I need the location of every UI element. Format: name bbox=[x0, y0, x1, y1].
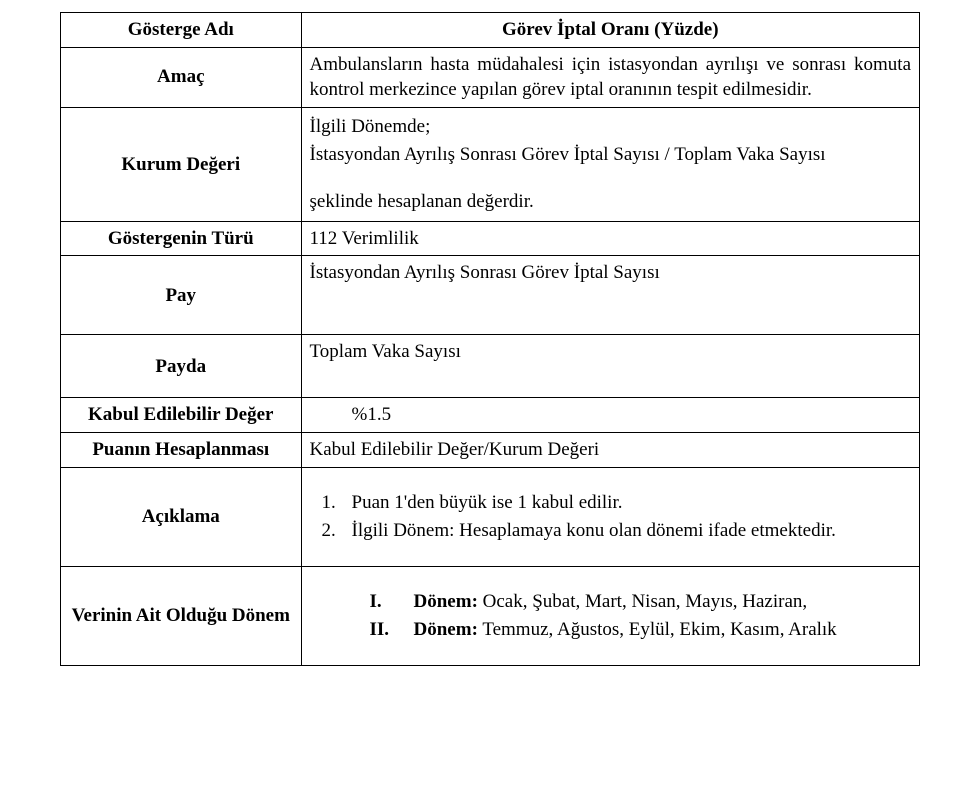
kurum-degeri-line1: İlgili Dönemde; bbox=[310, 114, 911, 140]
page: Gösterge Adı Görev İptal Oranı (Yüzde) A… bbox=[0, 0, 960, 696]
label-gosterge-adi: Gösterge Adı bbox=[61, 13, 302, 48]
value-puanin-hesaplanmasi: Kabul Edilebilir Değer/Kurum Değeri bbox=[301, 433, 919, 468]
aciklama-list: 1. Puan 1'den büyük ise 1 kabul edilir. … bbox=[310, 490, 911, 543]
table-row: Gösterge Adı Görev İptal Oranı (Yüzde) bbox=[61, 13, 920, 48]
value-kurum-degeri: İlgili Dönemde; İstasyondan Ayrılış Sonr… bbox=[301, 107, 919, 221]
list-item: I. Dönem: Ocak, Şubat, Mart, Nisan, Mayı… bbox=[370, 589, 911, 615]
table-row: Amaç Ambulansların hasta müdahalesi için… bbox=[61, 47, 920, 107]
label-payda: Payda bbox=[61, 335, 302, 398]
value-aciklama: 1. Puan 1'den büyük ise 1 kabul edilir. … bbox=[301, 467, 919, 566]
table-row: Pay İstasyondan Ayrılış Sonrası Görev İp… bbox=[61, 256, 920, 335]
list-item: II. Dönem: Temmuz, Ağustos, Eylül, Ekim,… bbox=[370, 617, 911, 643]
value-verinin-ait-oldugu-donem: I. Dönem: Ocak, Şubat, Mart, Nisan, Mayı… bbox=[301, 566, 919, 665]
list-item: 1. Puan 1'den büyük ise 1 kabul edilir. bbox=[352, 490, 911, 516]
value-payda: Toplam Vaka Sayısı bbox=[301, 335, 919, 398]
value-pay: İstasyondan Ayrılış Sonrası Görev İptal … bbox=[301, 256, 919, 335]
table-row: Payda Toplam Vaka Sayısı bbox=[61, 335, 920, 398]
label-verinin-ait-oldugu-donem: Verinin Ait Olduğu Dönem bbox=[61, 566, 302, 665]
value-kabul-edilebilir-deger: %1.5 bbox=[301, 398, 919, 433]
table-row: Verinin Ait Olduğu Dönem I. Dönem: Ocak,… bbox=[61, 566, 920, 665]
table-row: Puanın Hesaplanması Kabul Edilebilir Değ… bbox=[61, 433, 920, 468]
list-number: 1. bbox=[322, 490, 336, 516]
table-row: Kurum Değeri İlgili Dönemde; İstasyondan… bbox=[61, 107, 920, 221]
list-text: Dönem: Ocak, Şubat, Mart, Nisan, Mayıs, … bbox=[414, 589, 911, 615]
label-kabul-edilebilir-deger: Kabul Edilebilir Değer bbox=[61, 398, 302, 433]
table-row: Açıklama 1. Puan 1'den büyük ise 1 kabul… bbox=[61, 467, 920, 566]
list-item: 2. İlgili Dönem: Hesaplamaya konu olan d… bbox=[352, 518, 911, 544]
table-row: Göstergenin Türü 112 Verimlilik bbox=[61, 221, 920, 256]
value-amac: Ambulansların hasta müdahalesi için ista… bbox=[301, 47, 919, 107]
blank-line bbox=[310, 169, 911, 187]
list-number: 2. bbox=[322, 518, 336, 544]
indicator-table: Gösterge Adı Görev İptal Oranı (Yüzde) A… bbox=[60, 12, 920, 666]
list-text: Puan 1'den büyük ise 1 kabul edilir. bbox=[352, 492, 623, 513]
value-gosterge-adi: Görev İptal Oranı (Yüzde) bbox=[301, 13, 919, 48]
list-text: Dönem: Temmuz, Ağustos, Eylül, Ekim, Kas… bbox=[414, 617, 911, 643]
list-number: II. bbox=[370, 617, 414, 643]
label-aciklama: Açıklama bbox=[61, 467, 302, 566]
label-puanin-hesaplanmasi: Puanın Hesaplanması bbox=[61, 433, 302, 468]
list-number: I. bbox=[370, 589, 414, 615]
label-amac: Amaç bbox=[61, 47, 302, 107]
kurum-degeri-line3: şeklinde hesaplanan değerdir. bbox=[310, 189, 911, 215]
table-row: Kabul Edilebilir Değer %1.5 bbox=[61, 398, 920, 433]
label-gostergenin-turu: Göstergenin Türü bbox=[61, 221, 302, 256]
label-kurum-degeri: Kurum Değeri bbox=[61, 107, 302, 221]
label-pay: Pay bbox=[61, 256, 302, 335]
value-gostergenin-turu: 112 Verimlilik bbox=[301, 221, 919, 256]
list-text: İlgili Dönem: Hesaplamaya konu olan döne… bbox=[352, 520, 836, 541]
kurum-degeri-line2: İstasyondan Ayrılış Sonrası Görev İptal … bbox=[310, 142, 911, 168]
donem-list: I. Dönem: Ocak, Şubat, Mart, Nisan, Mayı… bbox=[310, 589, 911, 642]
